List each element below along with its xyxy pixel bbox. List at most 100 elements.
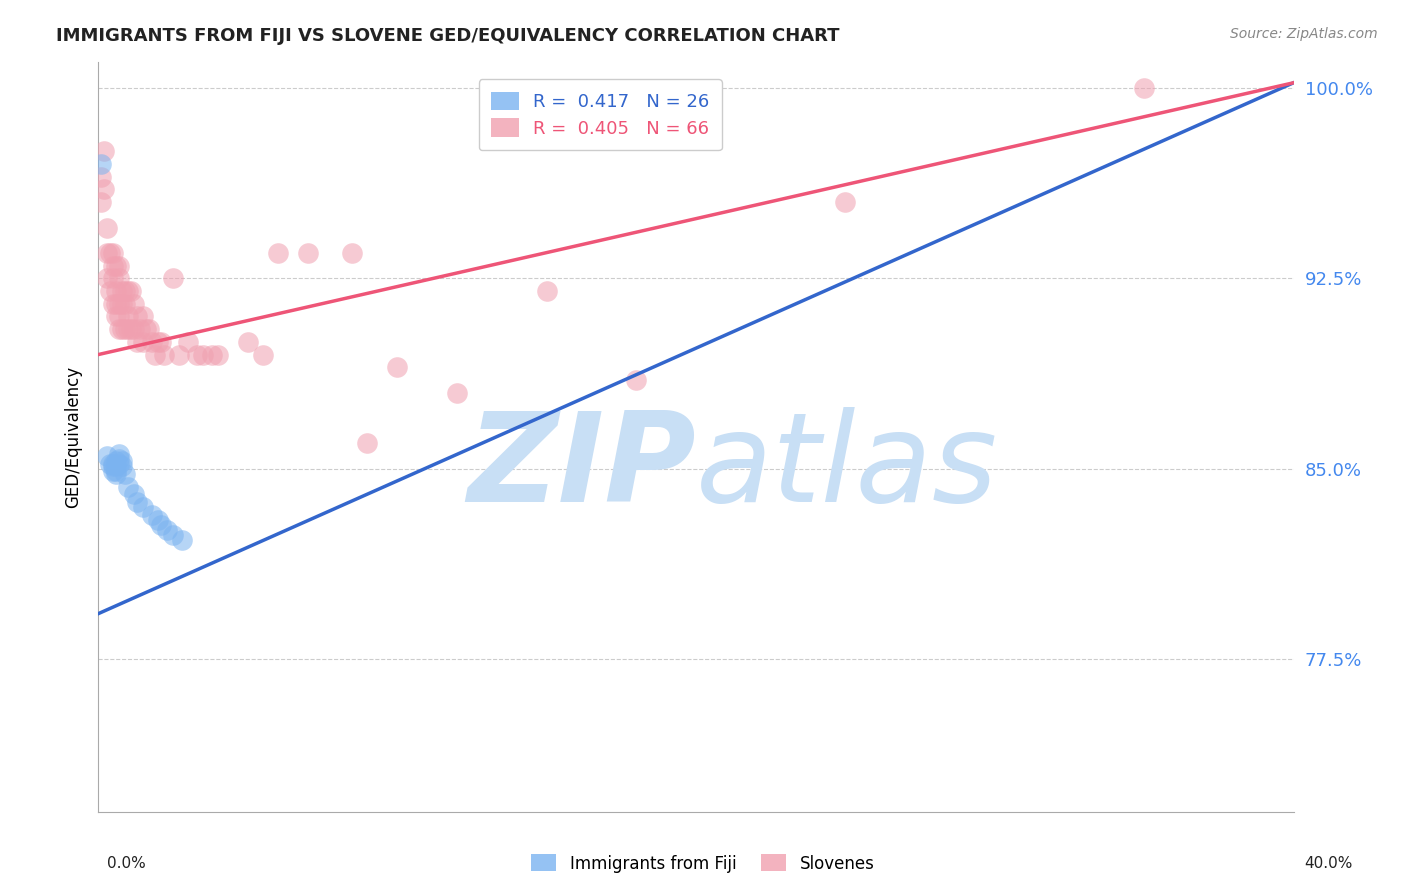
- Point: [114, 297, 136, 311]
- Point: [111, 297, 134, 311]
- Point: [98, 457, 122, 471]
- Point: [105, 454, 128, 468]
- Point: [93, 145, 115, 159]
- Point: [156, 523, 179, 537]
- Point: [127, 495, 149, 509]
- Point: [172, 533, 194, 547]
- Point: [201, 347, 224, 361]
- Point: [120, 284, 142, 298]
- Point: [141, 334, 163, 349]
- Point: [167, 347, 190, 361]
- Point: [108, 451, 131, 466]
- Point: [105, 259, 128, 273]
- Y-axis label: GED/Equivalency: GED/Equivalency: [65, 366, 83, 508]
- Point: [162, 528, 184, 542]
- Point: [114, 284, 136, 298]
- Point: [103, 259, 125, 273]
- Point: [236, 334, 259, 349]
- Point: [111, 454, 134, 468]
- Point: [356, 436, 378, 450]
- Point: [124, 487, 146, 501]
- Point: [1133, 80, 1156, 95]
- Point: [103, 297, 125, 311]
- Point: [108, 322, 131, 336]
- Point: [111, 322, 134, 336]
- Point: [105, 467, 128, 481]
- Point: [90, 195, 112, 210]
- Point: [135, 322, 157, 336]
- Point: [90, 157, 112, 171]
- Point: [103, 464, 125, 478]
- Point: [111, 284, 134, 298]
- Point: [111, 459, 134, 474]
- Text: ZIP: ZIP: [467, 407, 696, 527]
- Point: [132, 500, 155, 514]
- Point: [98, 246, 122, 260]
- Point: [150, 517, 173, 532]
- Text: IMMIGRANTS FROM FIJI VS SLOVENE GED/EQUIVALENCY CORRELATION CHART: IMMIGRANTS FROM FIJI VS SLOVENE GED/EQUI…: [56, 27, 839, 45]
- Point: [129, 322, 152, 336]
- Point: [342, 246, 364, 260]
- Point: [385, 360, 409, 375]
- Point: [96, 246, 118, 260]
- Text: 40.0%: 40.0%: [1305, 856, 1353, 871]
- Point: [186, 347, 208, 361]
- Point: [108, 447, 131, 461]
- Point: [127, 310, 149, 324]
- Point: [98, 284, 122, 298]
- Point: [124, 322, 146, 336]
- Point: [267, 246, 290, 260]
- Point: [105, 310, 128, 324]
- Point: [153, 347, 176, 361]
- Point: [207, 347, 229, 361]
- Point: [626, 373, 648, 387]
- Point: [103, 246, 125, 260]
- Point: [96, 220, 118, 235]
- Point: [93, 182, 115, 196]
- Text: 0.0%: 0.0%: [107, 856, 146, 871]
- Point: [150, 334, 173, 349]
- Point: [127, 334, 149, 349]
- Point: [117, 322, 139, 336]
- Point: [148, 334, 170, 349]
- Point: [132, 310, 155, 324]
- Point: [141, 508, 163, 522]
- Point: [446, 385, 468, 400]
- Point: [834, 195, 856, 210]
- Point: [90, 169, 112, 184]
- Point: [108, 297, 131, 311]
- Point: [117, 480, 139, 494]
- Point: [297, 246, 319, 260]
- Point: [105, 284, 128, 298]
- Text: atlas: atlas: [696, 407, 998, 527]
- Point: [117, 310, 139, 324]
- Legend: Immigrants from Fiji, Slovenes: Immigrants from Fiji, Slovenes: [524, 847, 882, 880]
- Point: [177, 334, 200, 349]
- Point: [103, 457, 125, 471]
- Legend: R =  0.417   N = 26, R =  0.405   N = 66: R = 0.417 N = 26, R = 0.405 N = 66: [479, 79, 721, 150]
- Point: [105, 459, 128, 474]
- Point: [252, 347, 274, 361]
- Point: [120, 322, 142, 336]
- Point: [124, 297, 146, 311]
- Point: [114, 322, 136, 336]
- Point: [108, 271, 131, 285]
- Point: [105, 297, 128, 311]
- Point: [143, 347, 166, 361]
- Point: [138, 322, 160, 336]
- Point: [148, 513, 170, 527]
- Point: [162, 271, 184, 285]
- Point: [191, 347, 214, 361]
- Text: Source: ZipAtlas.com: Source: ZipAtlas.com: [1230, 27, 1378, 41]
- Point: [105, 464, 128, 478]
- Point: [114, 467, 136, 481]
- Point: [103, 271, 125, 285]
- Point: [536, 284, 558, 298]
- Point: [108, 457, 131, 471]
- Point: [103, 459, 125, 474]
- Point: [117, 284, 139, 298]
- Point: [108, 310, 131, 324]
- Point: [132, 334, 155, 349]
- Point: [108, 259, 131, 273]
- Point: [96, 449, 118, 463]
